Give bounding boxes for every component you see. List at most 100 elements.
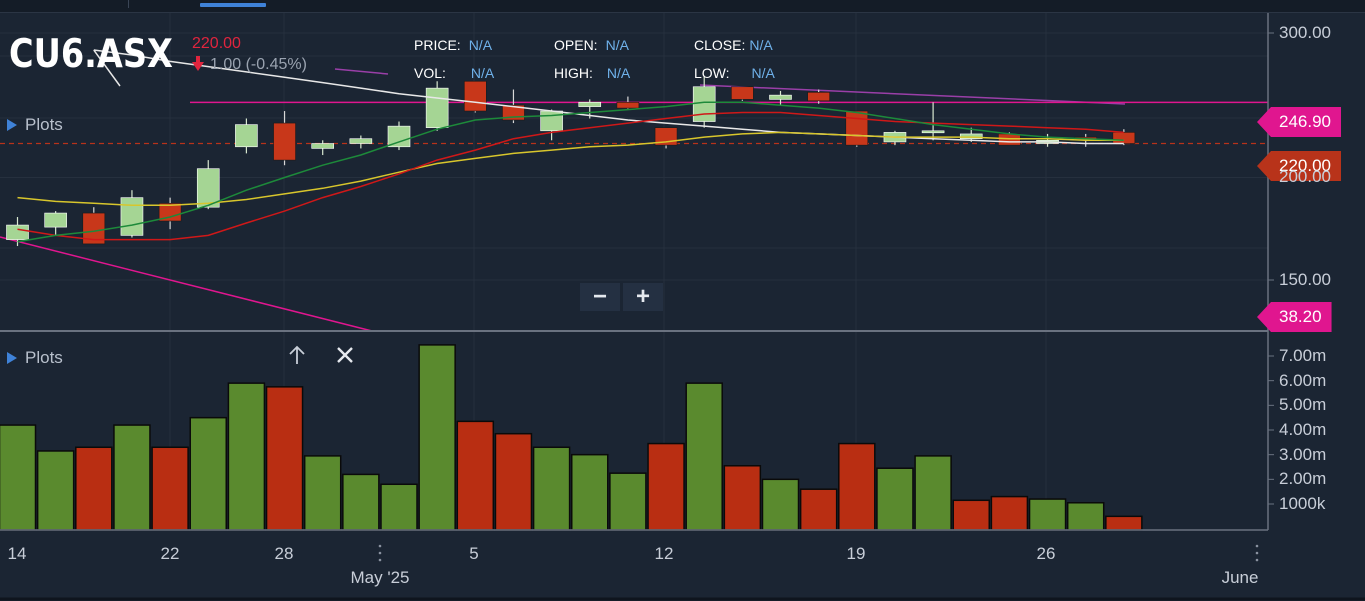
candle [44, 211, 67, 236]
month-separator-dot [1255, 558, 1259, 562]
vol-value: N/A [470, 65, 495, 81]
candle-body [311, 143, 335, 149]
candle-body [6, 224, 29, 240]
candle [616, 96, 640, 110]
candle [463, 80, 487, 113]
candle-body [387, 125, 411, 148]
purple-line-segment [699, 84, 1126, 105]
volume-tick-label: 6.00m [1279, 370, 1327, 390]
candle-body [998, 133, 1021, 146]
time-tick-label: 12 [654, 544, 674, 563]
candle-body [158, 203, 182, 222]
candle-body [616, 101, 640, 109]
candle [731, 86, 754, 101]
moving-average-line-extension [93, 49, 121, 87]
price-tick-label: 150.00 [1279, 270, 1331, 289]
volume-bar [227, 382, 266, 531]
low-value: N/A [751, 65, 775, 81]
last-price: 220.00 [192, 35, 241, 52]
volume-bar [303, 455, 342, 531]
candle [921, 102, 945, 141]
time-tick-label: 14 [7, 544, 27, 563]
volume-bar [571, 453, 609, 531]
volume-bar [647, 442, 685, 531]
price-tick-label: 200.00 [1279, 167, 1331, 187]
time-tick-label: June [1221, 568, 1259, 587]
volume-bar [494, 432, 533, 531]
high-info: HIGH: N/A [554, 65, 630, 81]
price-tick-label: 300.00 [1279, 23, 1331, 42]
open-label: OPEN: [554, 37, 598, 53]
volume-bar [456, 420, 495, 531]
volume-bar [1105, 515, 1143, 531]
volume-bar [1066, 502, 1105, 531]
high-value: N/A [606, 65, 631, 81]
month-separator-dot [378, 544, 382, 548]
close-icon[interactable] [335, 344, 355, 372]
candle [158, 197, 182, 230]
volume-tick-label: 7.00m [1279, 346, 1327, 365]
candlestick-series [6, 75, 1136, 247]
candle [959, 127, 983, 142]
low-label: LOW: [694, 65, 730, 81]
top-toolbar [0, 0, 1365, 13]
moving-average-line-0 [93, 49, 1124, 145]
close-info: CLOSE: N/A [694, 37, 773, 53]
candle-body [196, 168, 220, 208]
month-separator-dot [1255, 551, 1259, 555]
arrow-up-icon[interactable] [287, 344, 307, 372]
volume-plots-toggle[interactable]: Plots [7, 348, 63, 368]
price-plots-label: Plots [25, 115, 63, 134]
close-value: N/A [749, 37, 773, 53]
candle [769, 90, 792, 106]
candle [349, 135, 373, 149]
volume-bar [151, 446, 189, 531]
volume-bar [838, 442, 876, 531]
candle-body [463, 80, 487, 112]
volume-bar [799, 488, 838, 531]
candle-body [82, 212, 106, 245]
price-plots-toggle[interactable]: Plots [7, 115, 63, 135]
volume-bar [914, 455, 952, 531]
pink-trendline [0, 236, 373, 332]
toolbar-divider [128, 0, 129, 8]
moving-averages [17, 49, 1124, 243]
volume-bar [0, 424, 37, 531]
volume-tick-label: 2.00m [1279, 469, 1327, 489]
candle [845, 110, 869, 147]
volume-bar [36, 450, 75, 531]
candle [235, 118, 258, 154]
moving-average-line-3 [17, 101, 1124, 243]
candle [273, 111, 296, 166]
pane-borders [0, 13, 1365, 601]
volume-series [0, 344, 1143, 531]
volume-bar [685, 382, 723, 531]
time-tick-label: 5 [469, 544, 479, 563]
volume-bar [723, 465, 762, 531]
expand-triangle-icon [7, 352, 17, 364]
expand-triangle-icon [7, 119, 17, 131]
price-label: PRICE: [414, 37, 461, 53]
volume-bar [75, 446, 113, 531]
vol-info: VOL: N/A [414, 65, 494, 81]
zoom-in-button[interactable]: + [623, 283, 663, 311]
volume-tick-label: 1000k [1279, 494, 1326, 513]
high-label: HIGH: [554, 65, 593, 81]
volume-tick-label: 4.00m [1279, 420, 1327, 439]
candle-body [921, 130, 945, 134]
candle [82, 207, 106, 245]
candle [654, 127, 678, 149]
candle-body [578, 101, 602, 107]
candle-body [425, 87, 449, 128]
zoom-out-button[interactable]: − [580, 283, 620, 311]
volume-bar [342, 473, 380, 531]
month-separator-dot [1255, 544, 1259, 548]
active-tab-indicator[interactable] [200, 3, 266, 7]
volume-bar [761, 478, 800, 531]
candle [807, 89, 830, 104]
volume-bar [113, 424, 151, 531]
volume-bar [609, 472, 647, 531]
chart-canvas[interactable] [0, 13, 1365, 601]
candle-body [540, 110, 563, 132]
candle [120, 190, 144, 238]
